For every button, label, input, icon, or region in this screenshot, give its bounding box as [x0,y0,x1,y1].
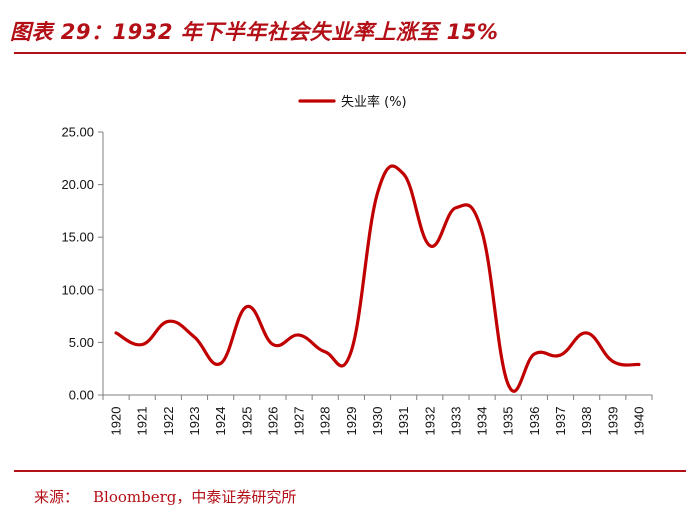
data-point-1928 [324,350,327,353]
source-note: 来源： Bloomberg，中泰证券研究所 [34,486,296,507]
source-text: Bloomberg，中泰证券研究所 [93,488,297,506]
data-point-1922 [167,320,170,323]
x-tick-label: 1931 [396,407,411,436]
x-tick-label: 1940 [631,407,646,436]
x-tick-label: 1923 [187,407,202,436]
data-point-1936 [533,352,536,355]
x-tick-label: 1934 [475,407,490,436]
source-label: 来源： [34,488,80,506]
x-tick-label: 1938 [579,407,594,436]
data-point-1940 [637,363,640,366]
y-tick-label: 5.00 [69,335,94,350]
x-tick-label: 1939 [605,407,620,436]
title-divider [14,52,686,54]
figure-title: 图表 29：1932 年下半年社会失业率上涨至 15% [10,20,499,44]
x-tick-label: 1927 [292,407,307,436]
x-tick-label: 1924 [213,407,228,436]
x-tick-label: 1925 [239,407,254,436]
x-tick-label: 1928 [318,407,333,436]
x-tick-label: 1930 [370,407,385,436]
x-tick-label: 1937 [553,407,568,436]
x-tick-label: 1936 [527,407,542,436]
x-tick-label: 1932 [422,407,437,436]
y-tick-label: 10.00 [61,282,94,297]
x-tick-label: 1920 [109,407,124,436]
x-tick-label: 1929 [344,407,359,436]
data-point-1927 [298,334,301,337]
data-point-1935 [507,383,510,386]
data-point-1920 [115,331,118,334]
data-point-1930 [376,192,379,195]
data-point-1939 [611,360,614,363]
data-point-1929 [350,349,353,352]
line-chart: 0.00 5.00 10.00 15.00 20.00 25.00 1920 1921 1922… [61,94,653,436]
data-point-1937 [559,354,562,357]
series-line-0 [114,164,641,393]
x-tick-label: 1926 [265,407,280,436]
y-tick-label: 0.00 [69,388,94,403]
data-point-1923 [193,336,196,339]
data-point-1926 [271,343,274,346]
data-point-1934 [481,230,484,233]
data-point-1925 [245,305,248,308]
x-tick-label: 1933 [448,407,463,436]
data-point-1924 [219,362,222,365]
y-tick-label: 20.00 [61,177,94,192]
x-tick-label: 1921 [135,407,150,436]
data-point-1921 [141,343,144,346]
data-point-1938 [585,331,588,334]
data-point-1931 [402,173,405,176]
data-point-1933 [454,206,457,209]
y-tick-label: 25.00 [61,125,94,140]
data-point-1932 [428,244,431,247]
x-tick-label: 1935 [501,407,516,436]
y-tick-label: 15.00 [61,230,94,245]
source-divider [14,470,686,472]
legend-label: 失业率 (%) [341,94,407,110]
x-tick-label: 1922 [161,407,176,436]
